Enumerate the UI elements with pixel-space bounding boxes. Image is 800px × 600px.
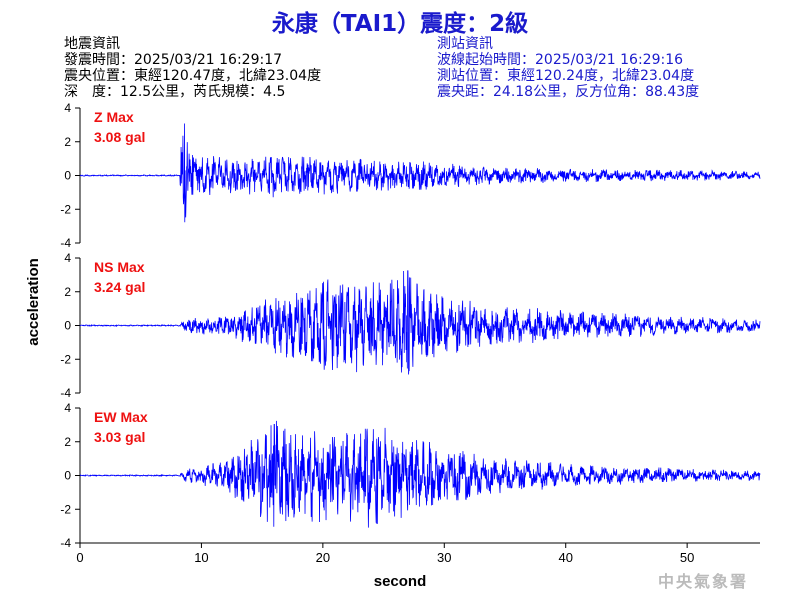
y-tick-label: -2 xyxy=(60,352,71,366)
y-tick-label: -4 xyxy=(60,536,71,550)
x-tick-label: 20 xyxy=(316,550,330,565)
trace-ew xyxy=(79,420,761,528)
x-tick-label: 10 xyxy=(194,550,208,565)
y-tick-label: 4 xyxy=(64,251,71,265)
station-info-heading: 測站資訊 xyxy=(437,36,493,52)
y-tick-label: 4 xyxy=(64,401,71,415)
y-tick-label: 4 xyxy=(64,101,71,115)
trace-z xyxy=(79,123,761,223)
y-tick-label: 2 xyxy=(64,135,71,149)
max-value: 3.08 gal xyxy=(94,129,145,145)
max-label: NS Max xyxy=(94,259,145,275)
epicenter-location: 震央位置：東經120.47度，北緯23.04度 xyxy=(64,68,322,84)
chart-title: 永康（TAI1）震度：2級 xyxy=(271,11,529,37)
y-tick-label: 2 xyxy=(64,435,71,449)
y-tick-label: -4 xyxy=(60,386,71,400)
trace-ns xyxy=(79,270,761,375)
wave-start-time: 波線起始時間：2025/03/21 16:29:16 xyxy=(437,52,684,68)
depth-magnitude: 深 度：12.5公里，芮氏規模：4.5 xyxy=(64,84,286,100)
max-value: 3.24 gal xyxy=(94,279,145,295)
x-tick-label: 0 xyxy=(76,550,83,565)
y-tick-label: 0 xyxy=(64,469,71,483)
y-tick-label: -2 xyxy=(60,202,71,216)
x-tick-label: 50 xyxy=(680,550,694,565)
x-axis-label: second xyxy=(374,573,427,590)
station-info-block: 測站資訊 波線起始時間：2025/03/21 16:29:16 測站位置：東經1… xyxy=(437,36,699,100)
max-label: Z Max xyxy=(94,109,134,125)
max-value: 3.03 gal xyxy=(94,429,145,445)
earthquake-info-block: 地震資訊 發震時間：2025/03/21 16:29:17 震央位置：東經120… xyxy=(64,36,321,100)
y-tick-label: -4 xyxy=(60,236,71,250)
y-tick-label: 0 xyxy=(64,319,71,333)
x-tick-label: 40 xyxy=(558,550,572,565)
earthquake-info-heading: 地震資訊 xyxy=(64,36,120,52)
epicentral-distance-azimuth: 震央距：24.18公里，反方位角：88.43度 xyxy=(437,84,700,100)
cwa-logo: 中央氣象署 xyxy=(657,572,748,591)
station-location: 測站位置：東經120.24度，北緯23.04度 xyxy=(437,68,695,84)
y-axis-label: acceleration xyxy=(25,258,42,346)
x-tick-label: 30 xyxy=(437,550,451,565)
y-tick-label: 0 xyxy=(64,169,71,183)
y-tick-label: 2 xyxy=(64,285,71,299)
y-tick-label: -2 xyxy=(60,502,71,516)
max-label: EW Max xyxy=(94,409,148,425)
origin-time: 發震時間：2025/03/21 16:29:17 xyxy=(64,52,283,68)
